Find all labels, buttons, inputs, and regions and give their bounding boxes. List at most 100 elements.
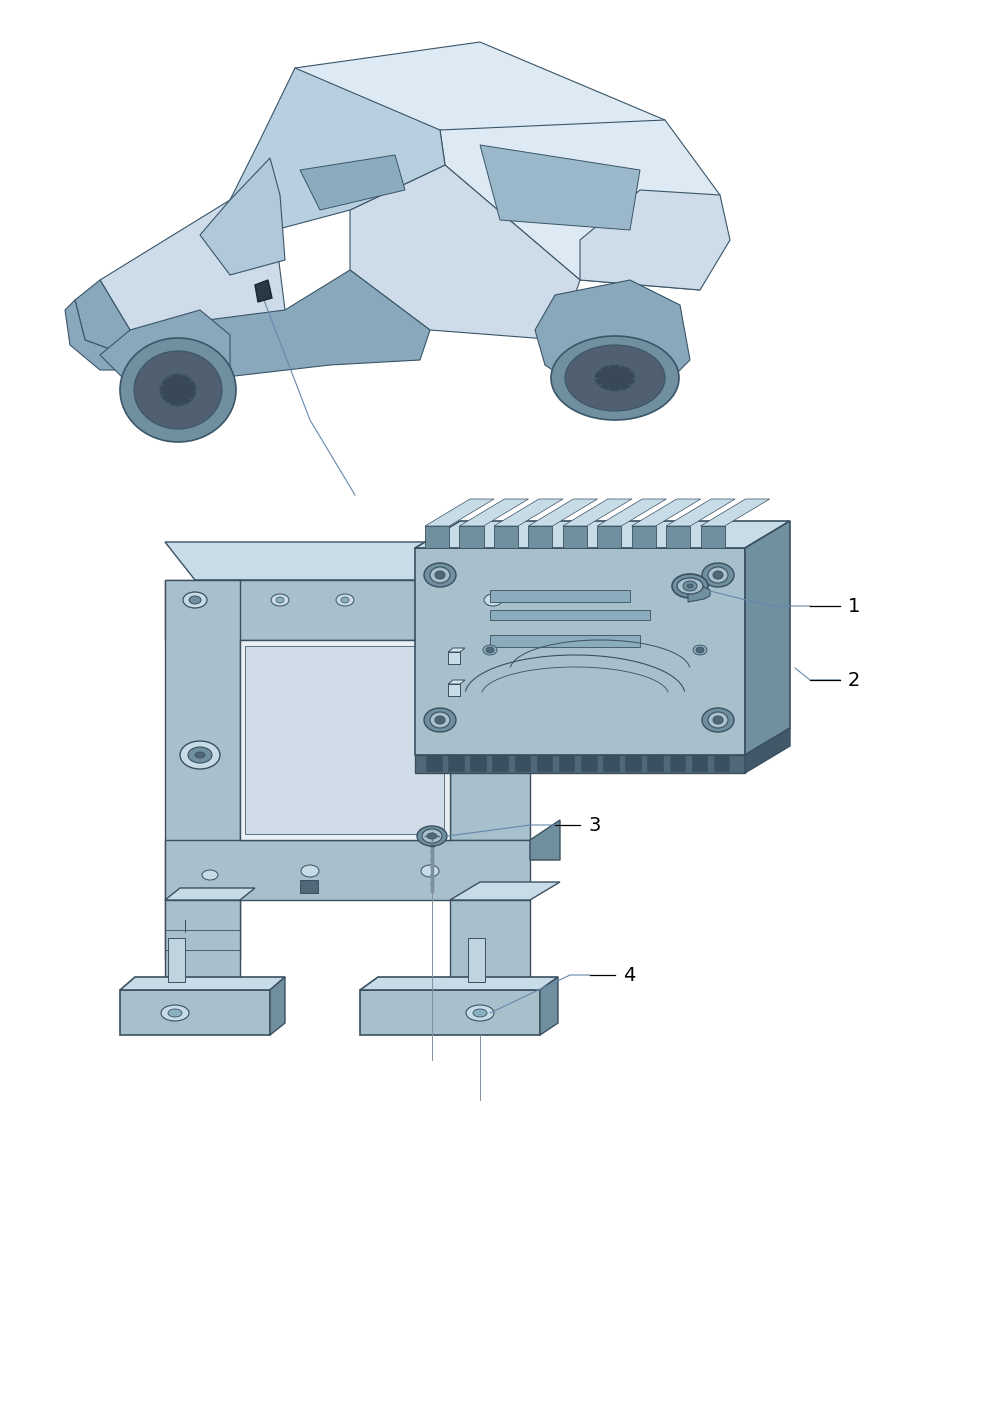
Ellipse shape	[180, 741, 220, 769]
Polygon shape	[270, 42, 665, 189]
Polygon shape	[490, 591, 630, 602]
Polygon shape	[245, 645, 444, 833]
Text: 3: 3	[588, 815, 600, 835]
Polygon shape	[448, 685, 460, 696]
Polygon shape	[562, 499, 632, 526]
Polygon shape	[425, 499, 494, 526]
Ellipse shape	[271, 593, 289, 606]
Polygon shape	[666, 526, 690, 549]
Ellipse shape	[336, 593, 354, 606]
Polygon shape	[490, 610, 650, 620]
Ellipse shape	[435, 571, 445, 579]
Ellipse shape	[486, 647, 494, 652]
Polygon shape	[448, 648, 465, 652]
Polygon shape	[100, 310, 230, 396]
Text: 1: 1	[848, 596, 860, 616]
Polygon shape	[530, 819, 560, 860]
Ellipse shape	[484, 593, 502, 606]
Ellipse shape	[551, 335, 679, 419]
Ellipse shape	[565, 345, 665, 411]
Polygon shape	[230, 67, 445, 230]
Polygon shape	[450, 882, 560, 899]
Polygon shape	[632, 499, 700, 526]
Text: 2: 2	[848, 671, 860, 689]
Polygon shape	[562, 526, 587, 549]
Ellipse shape	[466, 1005, 494, 1021]
Ellipse shape	[168, 1009, 182, 1017]
Ellipse shape	[473, 1009, 487, 1017]
Ellipse shape	[202, 870, 218, 880]
Polygon shape	[165, 542, 560, 579]
Ellipse shape	[683, 581, 697, 591]
Ellipse shape	[713, 571, 723, 579]
Polygon shape	[714, 755, 729, 772]
Ellipse shape	[341, 598, 349, 603]
Polygon shape	[120, 976, 285, 991]
Polygon shape	[490, 636, 640, 647]
Polygon shape	[597, 526, 621, 549]
Polygon shape	[558, 755, 574, 772]
Polygon shape	[459, 526, 483, 549]
Polygon shape	[666, 499, 735, 526]
Polygon shape	[415, 755, 745, 773]
Ellipse shape	[301, 866, 319, 877]
Polygon shape	[75, 281, 140, 361]
Ellipse shape	[276, 598, 284, 603]
Polygon shape	[425, 526, 449, 549]
Polygon shape	[581, 755, 596, 772]
Polygon shape	[450, 899, 530, 991]
Polygon shape	[688, 586, 710, 602]
Polygon shape	[448, 680, 465, 685]
Polygon shape	[537, 755, 553, 772]
Polygon shape	[625, 755, 641, 772]
Polygon shape	[255, 281, 272, 302]
Polygon shape	[700, 526, 725, 549]
Polygon shape	[130, 269, 430, 380]
Polygon shape	[459, 499, 529, 526]
Ellipse shape	[189, 596, 201, 605]
Polygon shape	[448, 652, 460, 664]
Ellipse shape	[183, 592, 207, 607]
Ellipse shape	[483, 645, 497, 655]
Polygon shape	[580, 189, 730, 290]
Ellipse shape	[693, 645, 707, 655]
Ellipse shape	[195, 752, 205, 758]
Ellipse shape	[424, 709, 456, 732]
Polygon shape	[529, 526, 553, 549]
Polygon shape	[165, 888, 255, 899]
Ellipse shape	[424, 563, 456, 586]
Polygon shape	[440, 121, 720, 290]
Ellipse shape	[435, 716, 445, 724]
Ellipse shape	[713, 716, 723, 724]
Polygon shape	[300, 880, 318, 892]
Polygon shape	[494, 526, 518, 549]
Polygon shape	[529, 499, 597, 526]
Polygon shape	[448, 755, 463, 772]
Ellipse shape	[160, 375, 196, 405]
Polygon shape	[270, 976, 285, 1035]
Polygon shape	[700, 499, 770, 526]
Polygon shape	[360, 976, 558, 991]
Ellipse shape	[702, 709, 734, 732]
Polygon shape	[168, 939, 185, 982]
Polygon shape	[300, 154, 405, 210]
Polygon shape	[494, 499, 563, 526]
Ellipse shape	[696, 647, 704, 652]
Polygon shape	[100, 201, 285, 355]
Ellipse shape	[134, 351, 222, 429]
Polygon shape	[745, 521, 790, 755]
Polygon shape	[745, 728, 790, 773]
Polygon shape	[415, 521, 790, 549]
Polygon shape	[165, 579, 240, 960]
Ellipse shape	[430, 711, 450, 728]
Polygon shape	[540, 976, 558, 1035]
Polygon shape	[492, 755, 508, 772]
Polygon shape	[240, 640, 450, 840]
Ellipse shape	[677, 578, 703, 593]
Ellipse shape	[422, 829, 442, 843]
Polygon shape	[670, 755, 685, 772]
Ellipse shape	[708, 711, 728, 728]
Polygon shape	[350, 166, 580, 340]
Polygon shape	[200, 159, 285, 275]
Polygon shape	[450, 579, 530, 840]
